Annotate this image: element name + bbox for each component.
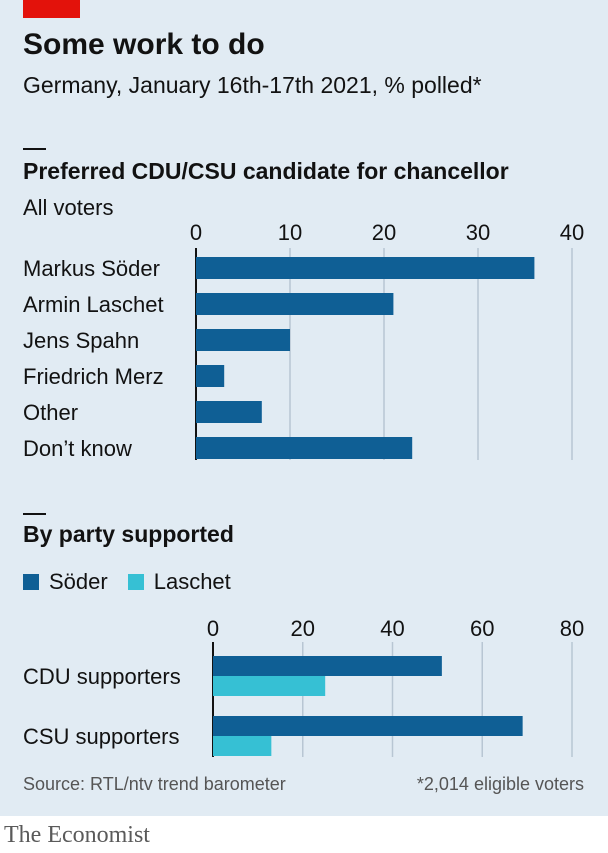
bar-c1-5: [196, 437, 413, 459]
bar-c1-4: [196, 401, 262, 423]
legend-swatch-soder: [23, 574, 39, 590]
legend-swatch-laschet: [127, 574, 144, 590]
section-1-subtitle: All voters: [23, 195, 114, 220]
section-2-title: By party supported: [23, 521, 234, 547]
chart-title: Some work to do: [23, 28, 265, 61]
category-label-c1-5: Don’t know: [23, 436, 132, 461]
legend: Söder Laschet: [23, 568, 251, 596]
chart-svg: 0 10 20 30 40 Markus Söder Armin Laschet Jens S…: [23, 220, 584, 757]
category-label-c1-3: Friedrich Merz: [23, 364, 164, 389]
bar-c2-laschet-1: [213, 736, 272, 756]
category-label-c1-2: Jens Spahn: [23, 328, 139, 353]
section-1-title: Preferred CDU/CSU candidate for chancell…: [23, 158, 509, 184]
tick-label-c2-80: 80: [560, 616, 584, 641]
tick-label-c1-20: 20: [372, 220, 396, 245]
chart-subtitle: Germany, January 16th-17th 2021, % polle…: [23, 72, 482, 98]
category-label-c1-0: Markus Söder: [23, 256, 160, 281]
bar-c2-sder-0: [213, 656, 442, 676]
tick-label-c1-30: 30: [466, 220, 490, 245]
brand-wordmark: The Economist: [4, 822, 150, 848]
bar-c1-1: [196, 293, 394, 315]
category-label-c2-0: CDU supporters: [23, 664, 181, 689]
legend-item-soder: Söder: [23, 569, 108, 595]
category-label-c1-1: Armin Laschet: [23, 292, 164, 317]
tick-label-c1-0: 0: [190, 220, 202, 245]
footnote: *2,014 eligible voters: [416, 774, 584, 794]
section-rule-2: [23, 513, 46, 515]
brand-red-tag: [23, 0, 80, 18]
bar-c1-0: [196, 257, 535, 279]
legend-label-soder: Söder: [49, 569, 108, 594]
bar-c1-2: [196, 329, 290, 351]
tick-label-c2-40: 40: [380, 616, 404, 641]
tick-label-c1-10: 10: [278, 220, 302, 245]
legend-item-laschet: Laschet: [127, 569, 231, 595]
legend-label-laschet: Laschet: [153, 569, 231, 594]
category-label-c2-1: CSU supporters: [23, 724, 180, 749]
tick-label-c1-40: 40: [560, 220, 584, 245]
tick-label-c2-0: 0: [207, 616, 219, 641]
tick-label-c2-20: 20: [291, 616, 315, 641]
bar-c1-3: [196, 365, 225, 387]
bar-c2-laschet-0: [213, 676, 326, 696]
tick-label-c2-60: 60: [470, 616, 494, 641]
section-rule-1: [23, 148, 46, 150]
category-label-c1-4: Other: [23, 400, 78, 425]
bar-c2-sder-1: [213, 716, 523, 736]
source-note: Source: RTL/ntv trend barometer: [23, 774, 286, 794]
